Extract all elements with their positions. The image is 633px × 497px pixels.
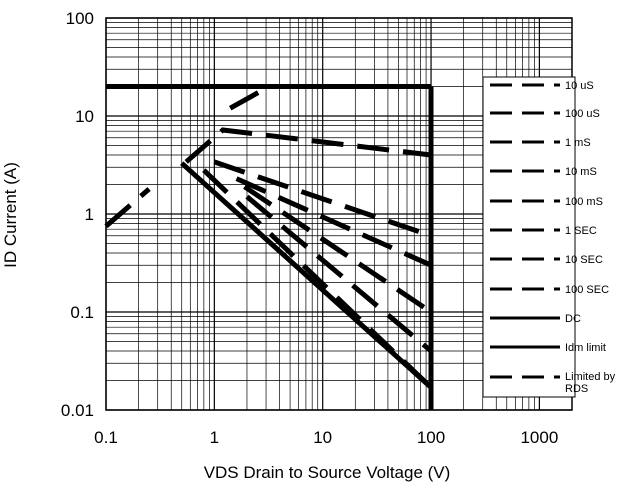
legend-label: 10 uS bbox=[565, 80, 594, 92]
y-tick-label: 10 bbox=[75, 107, 94, 126]
x-axis-title: VDS Drain to Source Voltage (V) bbox=[204, 463, 451, 482]
legend-label: 1 mS bbox=[565, 137, 591, 149]
legend-item-1sec: 1 SEC bbox=[490, 225, 597, 237]
series-line bbox=[213, 159, 432, 239]
legend-label: Limited by bbox=[565, 371, 616, 383]
y-tick-label: 0.01 bbox=[61, 401, 94, 420]
legend-item-100ms: 100 mS bbox=[490, 196, 603, 208]
legend-item-1ms: 1 mS bbox=[490, 137, 591, 149]
series-line bbox=[235, 176, 433, 268]
y-tick-label: 1 bbox=[85, 205, 94, 224]
legend-box bbox=[482, 76, 576, 398]
series-line bbox=[104, 187, 151, 229]
legend-label: 100 mS bbox=[565, 196, 603, 208]
legend: 10 uS 100 uS 1 mS 10 mS 100 mS 1 SEC 10 … bbox=[482, 76, 616, 398]
legend-item-limited-by-rds: Limited by RDS bbox=[490, 371, 616, 395]
legend-item-100sec: 100 SEC bbox=[490, 284, 609, 296]
legend-item-10ms: 10 mS bbox=[490, 166, 597, 178]
series-layer bbox=[104, 84, 434, 410]
x-tick-label: 1000 bbox=[520, 428, 558, 447]
x-tick-label: 10 bbox=[313, 428, 332, 447]
legend-item-idm-limit: Idm limit bbox=[490, 342, 606, 354]
legend-label: RDS bbox=[565, 383, 588, 395]
series-line bbox=[243, 184, 433, 315]
x-tick-label: 0.1 bbox=[94, 428, 118, 447]
legend-label: 10 SEC bbox=[565, 254, 603, 266]
legend-item-dc: DC bbox=[490, 313, 581, 325]
y-axis-title: ID Current (A) bbox=[1, 162, 20, 268]
legend-label: 1 SEC bbox=[565, 225, 597, 237]
legend-item-100us: 100 uS bbox=[490, 108, 600, 120]
x-tick-label: 100 bbox=[417, 428, 445, 447]
series-line bbox=[245, 194, 433, 353]
legend-label: 100 SEC bbox=[565, 284, 609, 296]
legend-item-10sec: 10 SEC bbox=[490, 254, 603, 266]
y-tick-label: 0.1 bbox=[70, 303, 94, 322]
legend-label: 10 mS bbox=[565, 166, 597, 178]
legend-label: 100 uS bbox=[565, 108, 600, 120]
series-line bbox=[228, 84, 271, 111]
x-tick-label: 1 bbox=[210, 428, 219, 447]
series-line bbox=[180, 161, 433, 390]
legend-label: Idm limit bbox=[565, 342, 606, 354]
y-tick-label: 100 bbox=[66, 9, 94, 28]
series-line bbox=[184, 127, 432, 164]
legend-item-10us: 10 uS bbox=[490, 80, 594, 92]
legend-label: DC bbox=[565, 313, 581, 325]
